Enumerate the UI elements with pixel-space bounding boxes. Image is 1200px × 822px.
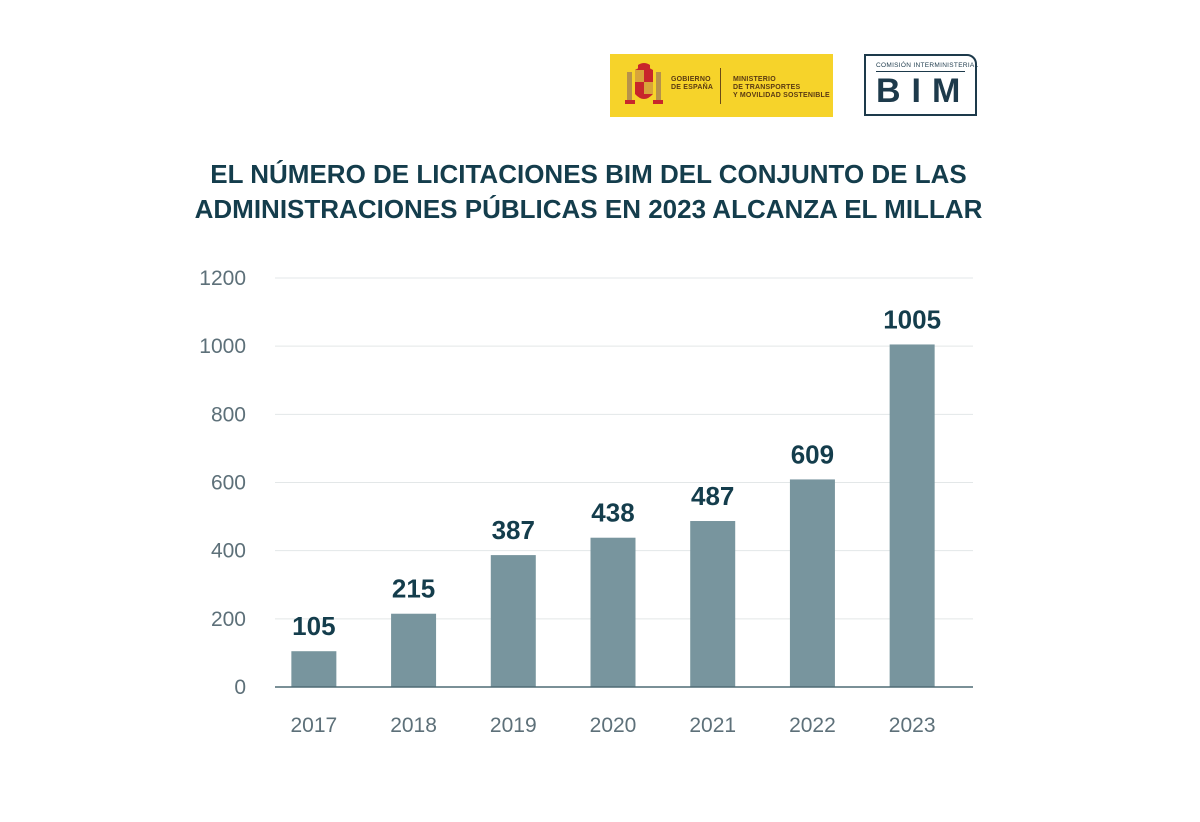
x-tick-label: 2021 bbox=[689, 714, 736, 737]
chart-title: EL NÚMERO DE LICITACIONES BIM DEL CONJUN… bbox=[0, 157, 1177, 227]
x-tick-label: 2017 bbox=[290, 714, 337, 737]
x-tick-label: 2022 bbox=[789, 714, 836, 737]
y-tick-label: 200 bbox=[211, 608, 246, 631]
coat-of-arms-icon bbox=[625, 63, 663, 104]
ministerio-text: MINISTERIO DE TRANSPORTES Y MOVILIDAD SO… bbox=[733, 76, 830, 99]
y-tick-label: 0 bbox=[234, 676, 246, 699]
logo-divider bbox=[720, 68, 721, 104]
bim-logo: COMISIÓN INTERMINISTERIAL BIM bbox=[864, 54, 979, 116]
bar-value-label: 215 bbox=[392, 574, 435, 604]
bar bbox=[490, 555, 536, 687]
bar-value-label: 1005 bbox=[883, 304, 941, 334]
x-tick-label: 2018 bbox=[390, 714, 437, 737]
y-tick-label: 1000 bbox=[199, 335, 246, 358]
y-tick-label: 1200 bbox=[199, 267, 246, 290]
bar bbox=[391, 613, 437, 687]
bim-logo-rule bbox=[876, 71, 965, 72]
x-tick-label: 2020 bbox=[590, 714, 637, 737]
y-tick-label: 800 bbox=[211, 403, 246, 426]
bar-value-label: 438 bbox=[591, 498, 634, 528]
x-tick-label: 2023 bbox=[889, 714, 936, 737]
bim-logo-text: BIM bbox=[876, 72, 972, 110]
bar bbox=[889, 344, 935, 687]
x-tick-label: 2019 bbox=[490, 714, 537, 737]
y-tick-label: 400 bbox=[211, 540, 246, 563]
chart-title-line-2: ADMINISTRACIONES PÚBLICAS EN 2023 ALCANZ… bbox=[194, 194, 983, 224]
bar bbox=[690, 521, 736, 687]
gobierno-text: GOBIERNO DE ESPAÑA bbox=[671, 76, 714, 91]
bar-value-label: 609 bbox=[791, 439, 834, 469]
bar-value-label: 387 bbox=[492, 515, 535, 545]
chart-title-line-1: EL NÚMERO DE LICITACIONES BIM DEL CONJUN… bbox=[210, 159, 967, 189]
gobierno-espana-logo: GOBIERNO DE ESPAÑA MINISTERIO DE TRANSPO… bbox=[610, 54, 833, 117]
bar-value-label: 487 bbox=[691, 481, 734, 511]
bar bbox=[590, 537, 636, 687]
bar-value-label: 105 bbox=[292, 611, 335, 641]
bar bbox=[789, 479, 835, 687]
y-tick-label: 600 bbox=[211, 472, 246, 495]
bar bbox=[291, 651, 337, 687]
bim-logo-subtitle: COMISIÓN INTERMINISTERIAL bbox=[876, 62, 979, 69]
